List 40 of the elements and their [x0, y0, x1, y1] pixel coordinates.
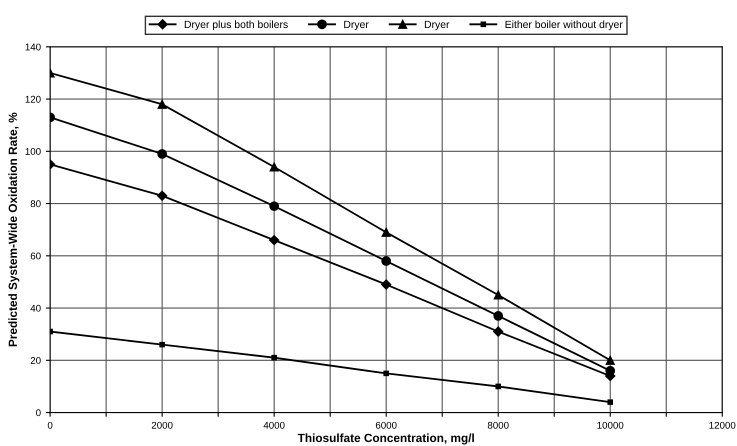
y-tick-label: 80: [30, 200, 41, 208]
point: [158, 100, 167, 109]
x-tick-label: 6000: [376, 422, 397, 429]
y-axis-title: Predicted System-Wide Oxidation Rate, %: [8, 112, 20, 346]
y-tick-label: 0: [36, 409, 41, 416]
point: [381, 256, 392, 266]
legend-label: Dryer: [424, 20, 450, 30]
point: [606, 356, 615, 365]
point: [271, 354, 277, 360]
point: [269, 235, 280, 246]
x-tick-label: 12000: [709, 422, 736, 429]
point: [159, 342, 165, 348]
y-tick-label: 60: [30, 252, 41, 260]
point: [495, 384, 501, 390]
x-tick-label: 10000: [597, 422, 624, 429]
point: [382, 228, 391, 237]
point: [493, 311, 504, 321]
legend-label: Dryer: [344, 20, 369, 30]
y-tick-label: 100: [26, 148, 41, 155]
legend-label: Dryer plus both boilers: [184, 20, 288, 30]
point: [381, 279, 392, 290]
x-tick-label: 4000: [264, 422, 285, 429]
y-tick-label: 120: [26, 96, 41, 103]
point: [494, 290, 503, 300]
x-tick-label: 0: [48, 422, 52, 429]
point: [269, 201, 280, 212]
point: [383, 370, 389, 376]
point: [607, 399, 614, 405]
point: [605, 366, 616, 376]
point: [493, 326, 504, 337]
point: [157, 190, 168, 201]
x-axis-title: Thiosulfate Concentration, mg/l: [298, 433, 474, 444]
point: [157, 149, 167, 159]
legend-label: Either boiler without dryer: [506, 20, 623, 30]
y-tick-label: 40: [30, 304, 41, 312]
y-tick-label: 20: [30, 357, 41, 364]
x-tick-label: 2000: [152, 422, 173, 429]
x-tick-label: 8000: [488, 422, 509, 429]
y-tick-label: 140: [26, 44, 41, 50]
point: [270, 162, 279, 172]
